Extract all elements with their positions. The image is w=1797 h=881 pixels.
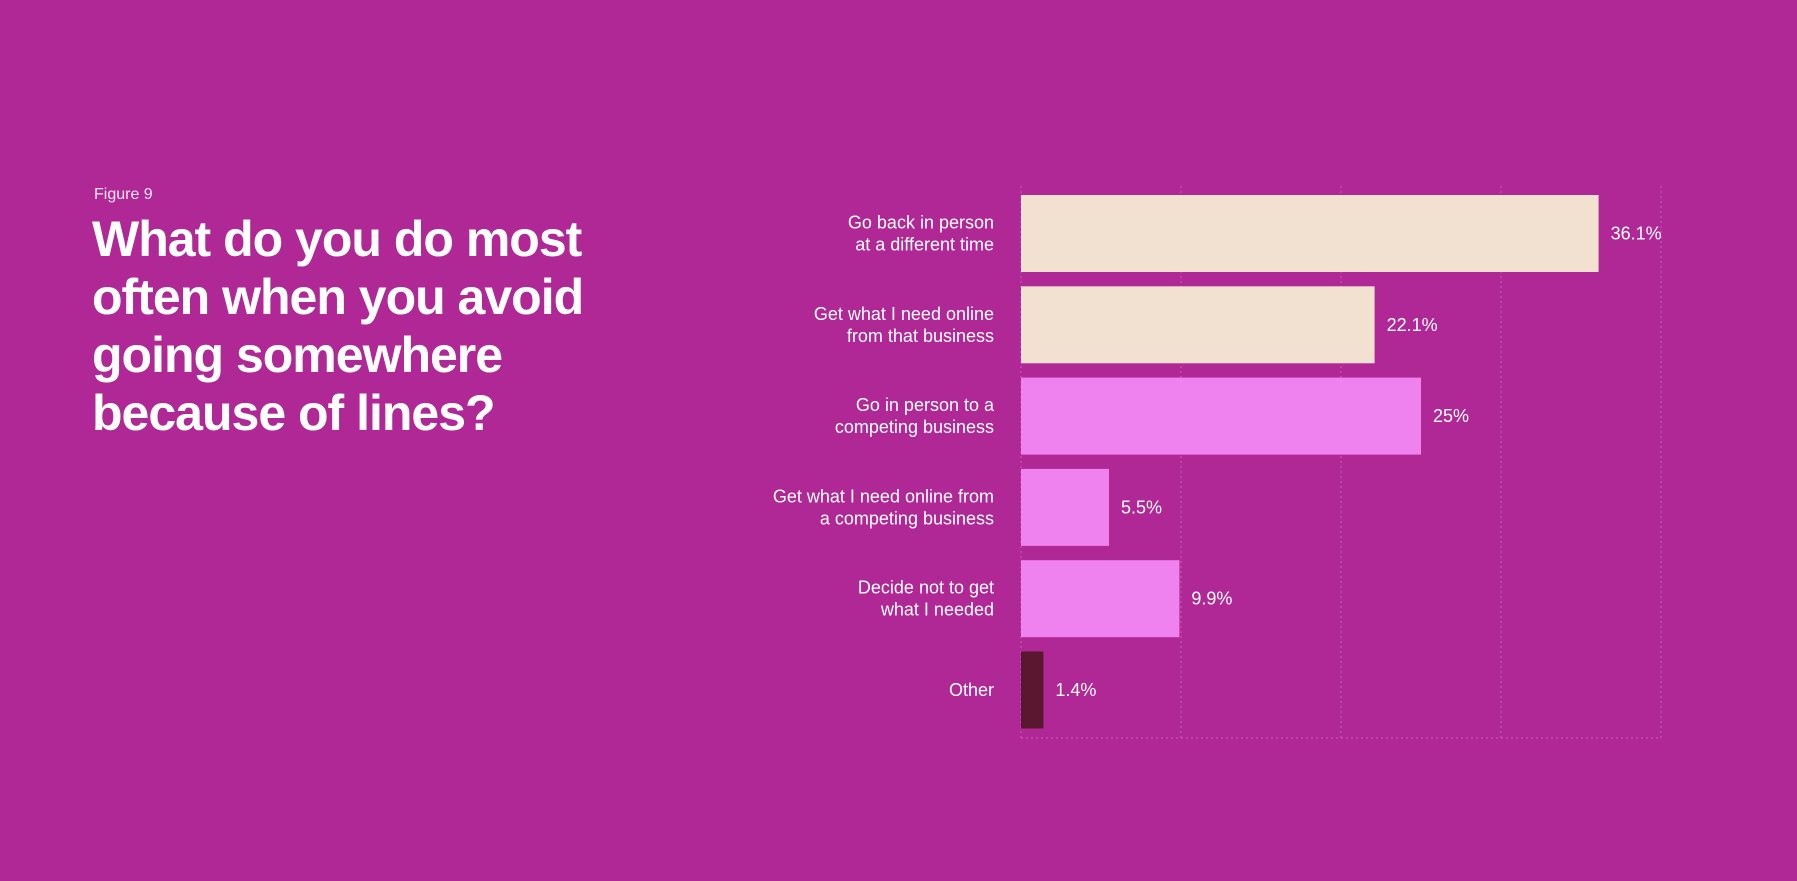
value-label: 1.4% [1055,680,1096,700]
value-label: 25% [1433,406,1469,426]
figure-title: What do you do most often when you avoid… [92,211,584,441]
category-label: Other [949,680,994,700]
category-label: Decide not to get what I needed [858,578,994,620]
bar [1021,377,1421,455]
value-label: 22.1% [1387,315,1438,335]
value-label: 5.5% [1121,497,1162,517]
bar [1021,286,1375,364]
category-label: Go back in person at a different time [848,213,994,255]
bar [1021,468,1109,546]
category-label: Get what I need online from that business [814,304,994,346]
figure-label: Figure 9 [94,186,153,203]
bar [1021,195,1599,272]
bar [1021,651,1044,729]
value-label: 36.1% [1611,224,1662,244]
category-label: Go in person to a competing business [835,395,995,437]
bar [1021,560,1180,638]
value-label: 9.9% [1191,589,1232,609]
category-label: Get what I need online from a competing b… [773,486,994,528]
